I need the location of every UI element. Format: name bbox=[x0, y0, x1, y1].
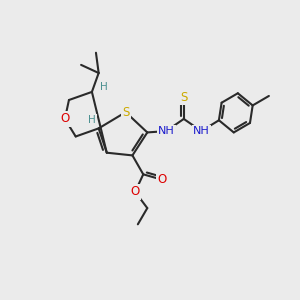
Text: NH: NH bbox=[193, 126, 210, 136]
Text: O: O bbox=[60, 112, 70, 125]
Text: H: H bbox=[88, 115, 96, 125]
Text: NH: NH bbox=[158, 126, 175, 136]
Text: S: S bbox=[180, 91, 188, 104]
Text: O: O bbox=[130, 185, 140, 198]
Text: O: O bbox=[158, 173, 167, 186]
Text: S: S bbox=[122, 106, 129, 119]
Text: H: H bbox=[100, 82, 108, 92]
